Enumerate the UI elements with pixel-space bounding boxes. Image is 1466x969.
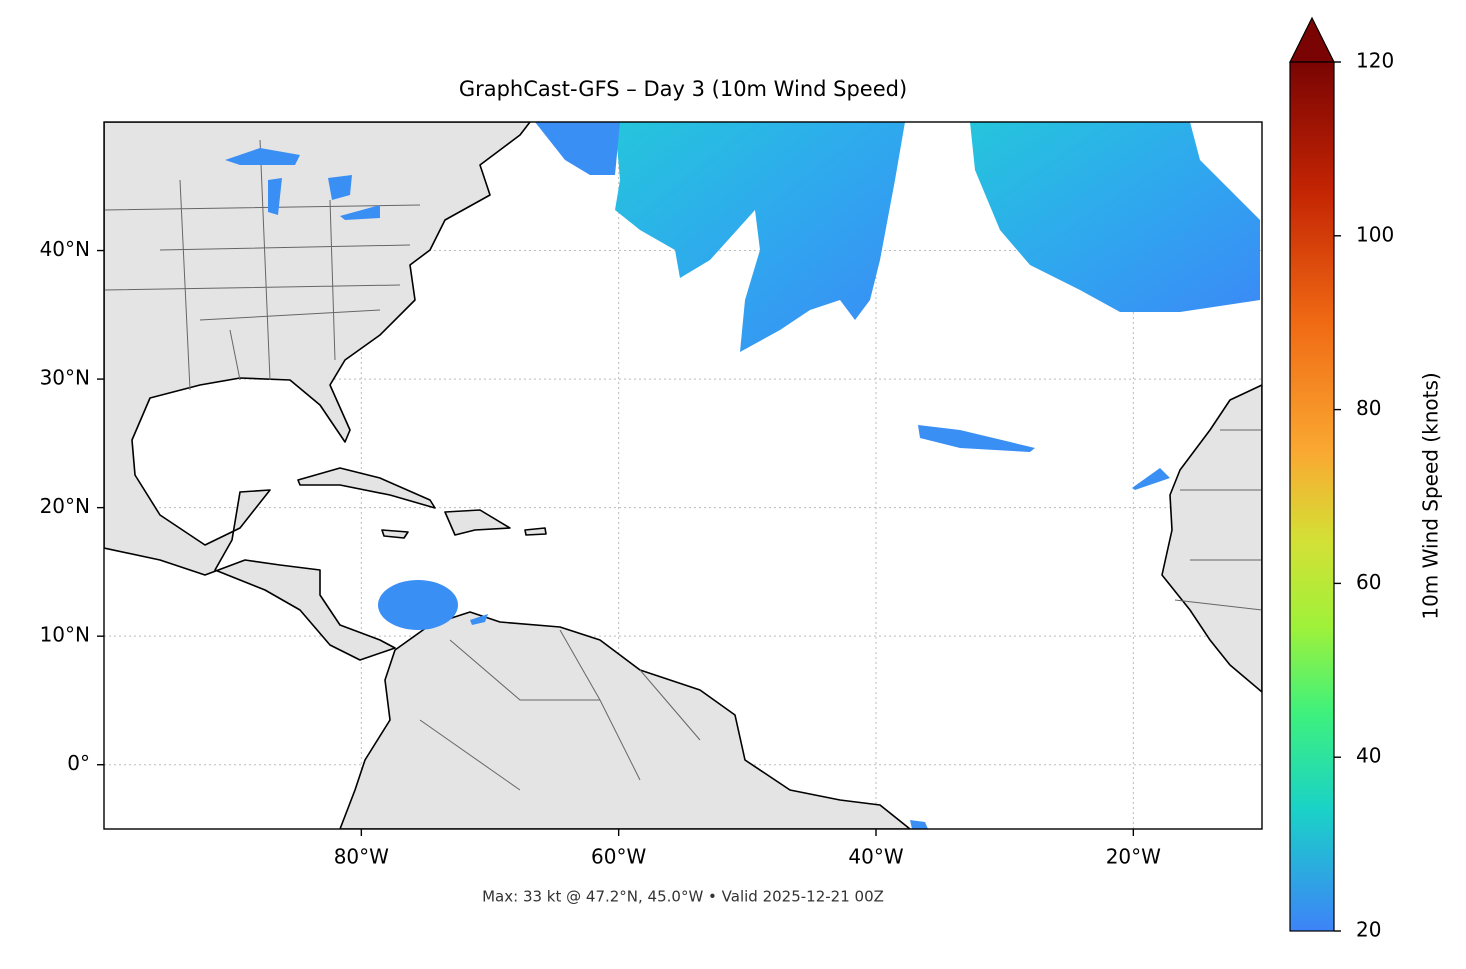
country-borders <box>419 629 701 791</box>
wind-swath <box>378 580 458 630</box>
footer-note: Max: 33 kt @ 47.2°N, 45.0°W • Valid 2025… <box>482 888 884 906</box>
wind-swath <box>268 178 282 215</box>
map-area <box>104 122 1262 829</box>
y-tick-label: 40°N <box>40 237 90 261</box>
colorbar-tick-label: 80 <box>1356 396 1381 420</box>
x-tick-label: 80°W <box>334 845 389 869</box>
colorbar: 10m Wind Speed (knots) 20 40 60 80 100 120 <box>1289 16 1443 942</box>
x-tick-label: 60°W <box>591 845 646 869</box>
colorbar-tick-label: 100 <box>1356 222 1394 246</box>
colorbar-extend <box>1289 16 1335 63</box>
colorbar-label: 10m Wind Speed (knots) <box>1419 372 1443 619</box>
wind-swath <box>470 614 488 625</box>
borders <box>104 139 1262 791</box>
y-tick-label: 0° <box>67 751 90 775</box>
wind-swath <box>225 148 300 165</box>
y-tick-label: 30°N <box>40 366 90 390</box>
wind-swath <box>615 122 905 352</box>
wind-swath <box>340 205 380 220</box>
wind-swath <box>970 122 1260 312</box>
wind-swath <box>910 820 928 829</box>
state-borders <box>104 139 421 391</box>
puerto-rico <box>524 527 547 536</box>
y-tick-label: 10°N <box>40 623 90 647</box>
africa-borders <box>1174 429 1262 611</box>
africa <box>1161 384 1262 693</box>
map-title: GraphCast-GFS – Day 3 (10m Wind Speed) <box>459 77 907 101</box>
cuba <box>297 467 436 509</box>
jamaica <box>381 529 409 539</box>
colorbar-tick-label: 20 <box>1356 918 1381 942</box>
hispaniola <box>444 509 511 536</box>
colorbar-tick-label: 40 <box>1356 744 1381 768</box>
wind-swath <box>328 175 352 200</box>
south-america <box>339 611 911 829</box>
colorbar-bar <box>1289 61 1335 932</box>
x-tick-label: 20°W <box>1106 845 1161 869</box>
colorbar-tick-label: 120 <box>1356 49 1394 73</box>
wind-swath <box>918 425 1035 452</box>
north-america <box>104 122 531 661</box>
wind-swath <box>535 122 620 175</box>
colorbar-tick-label: 60 <box>1356 570 1381 594</box>
y-tick-label: 20°N <box>40 494 90 518</box>
x-tick-label: 40°W <box>848 845 903 869</box>
wind-swath <box>1132 468 1170 490</box>
map-frame <box>103 121 1263 830</box>
